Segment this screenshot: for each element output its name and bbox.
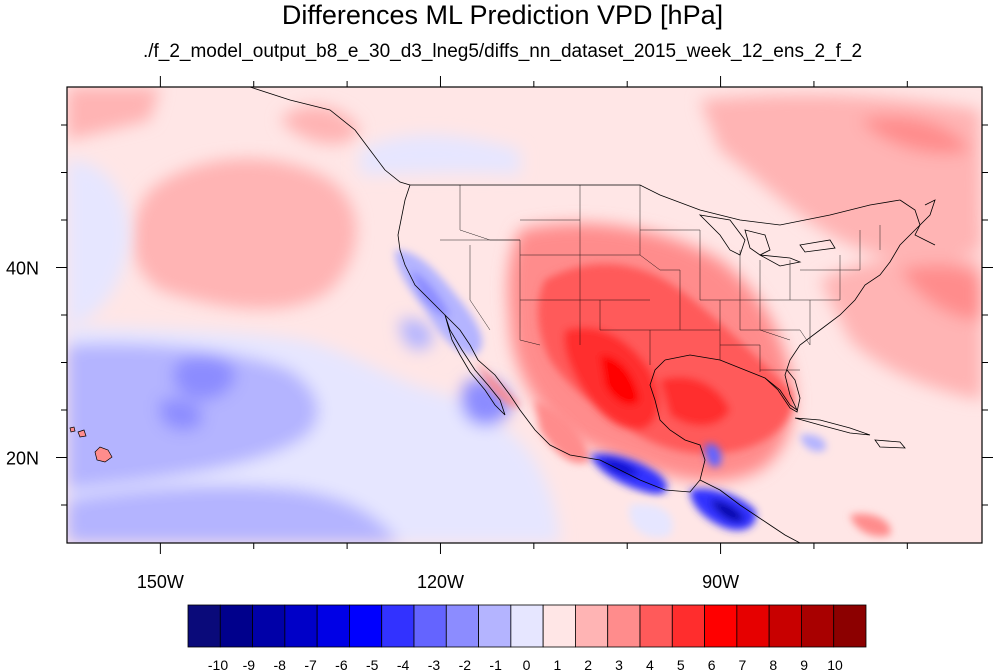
colorbar-box (607, 604, 641, 648)
colorbar-label: -7 (304, 657, 317, 672)
southwest-negative-zone (395, 250, 520, 408)
colorbar-label: 6 (708, 657, 716, 672)
colorbar-label: 7 (739, 657, 747, 672)
colorbar-label: -10 (208, 657, 228, 672)
colorbar-label: -6 (335, 657, 348, 672)
colorbar-label: 3 (615, 657, 623, 672)
colorbar-label: -3 (428, 657, 441, 672)
pacific-positive-zone (67, 87, 360, 309)
colorbar-labels: -10 -9 -8 -7 -6 -5 -4 -3 -2 -1 0 1 2 3 4 5 6 7 8 9 10 (208, 657, 843, 672)
colorbar-label: -9 (243, 657, 256, 672)
lon-tick-label: 120W (417, 572, 464, 592)
chart-title: Differences ML Prediction VPD [hPa] (281, 0, 724, 30)
colorbar-label: -8 (273, 657, 286, 672)
colorbar-box (801, 604, 835, 648)
colorbar-box (219, 604, 253, 648)
texas-gulf-positive-zone (535, 263, 793, 464)
colorbar-box (478, 604, 512, 648)
lon-tick-label: 150W (137, 572, 184, 592)
colorbar-label: 5 (677, 657, 685, 672)
colorbar-box (639, 604, 673, 648)
colorbar-label: -1 (489, 657, 502, 672)
colorbar-box (575, 604, 609, 648)
colorbar-box (381, 604, 415, 648)
colorbar-box (542, 604, 576, 648)
colorbar-box (768, 604, 802, 648)
colorbar-box (510, 604, 544, 648)
colorbar-label: 0 (523, 657, 531, 672)
colorbar (187, 604, 867, 648)
colorbar-box (349, 604, 383, 648)
map-axis-ticks (56, 76, 993, 554)
colorbar-label: -2 (459, 657, 472, 672)
colorbar-box (316, 604, 350, 648)
colorbar-box (187, 604, 221, 648)
colorbar-label: -4 (397, 657, 410, 672)
colorbar-label: -5 (366, 657, 379, 672)
colorbar-box (736, 604, 770, 648)
colorbar-label: 8 (769, 657, 777, 672)
map-axis-labels: 150W 120W 90W 40N 20N (6, 259, 739, 593)
colorbar-box (284, 604, 318, 648)
central-america-negative-zone (590, 434, 891, 538)
coastlines-and-borders (249, 87, 936, 543)
colorbar-label: 9 (800, 657, 808, 672)
colorbar-box (445, 604, 479, 648)
colorbar-box (413, 604, 447, 648)
lon-tick-label: 90W (702, 572, 739, 592)
hawaii-islands (69, 426, 113, 463)
colorbar-box (833, 604, 867, 648)
map-field (67, 87, 982, 543)
colorbar-box (671, 604, 705, 648)
lat-tick-label: 40N (6, 259, 39, 279)
chart-subtitle: ./f_2_model_output_b8_e_30_d3_lneg5/diff… (142, 41, 863, 62)
colorbar-label: 10 (827, 657, 843, 672)
state-boundaries (440, 185, 881, 372)
colorbar-label: 1 (553, 657, 561, 672)
colorbar-box (704, 604, 738, 648)
pacific-light-blue-band (67, 135, 520, 330)
lat-tick-label: 20N (6, 449, 39, 469)
colorbar-label: 4 (646, 657, 654, 672)
colorbar-box (252, 604, 286, 648)
colorbar-label: 2 (584, 657, 592, 672)
